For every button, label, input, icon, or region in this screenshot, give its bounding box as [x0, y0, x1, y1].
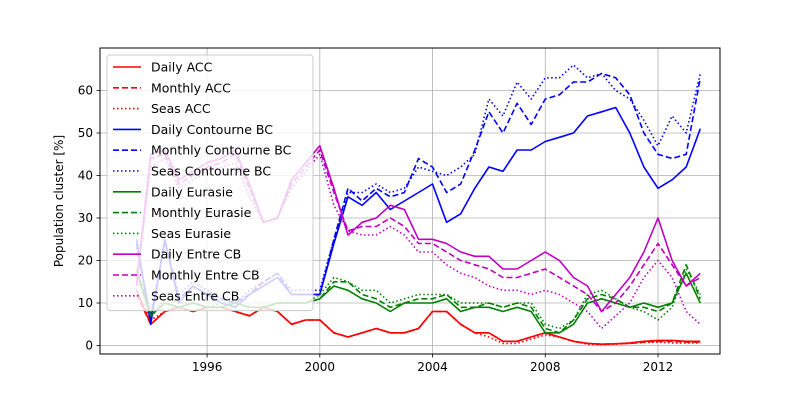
x-tick-label: 1996	[192, 360, 223, 374]
legend-entry: Monthly Eurasie	[151, 205, 252, 220]
legend-entry: Seas ACC	[151, 101, 211, 116]
y-tick-label: 40	[78, 169, 93, 183]
legend-entry: Seas Eurasie	[151, 226, 231, 241]
y-tick-label: 0	[85, 339, 93, 353]
legend-entry: Monthly Contourne BC	[151, 143, 292, 158]
x-tick-label: 2012	[643, 360, 674, 374]
plot-area: 1996 2000 2004 2008 2012 0 10 20 30 40 50 60 Popul…	[52, 47, 721, 374]
legend-entry: Monthly Entre CB	[151, 268, 260, 283]
legend-entry: Monthly ACC	[151, 80, 231, 95]
y-tick-label: 50	[78, 126, 93, 140]
legend-entry: Seas Contourne BC	[151, 164, 271, 179]
series-line-seas-contourne-bc	[135, 64, 702, 317]
x-tick-label: 2004	[417, 360, 448, 374]
y-tick-label: 10	[78, 296, 93, 310]
legend-entry: Daily Entre CB	[151, 247, 241, 262]
x-tick-label: 2008	[530, 360, 561, 374]
y-tick-label: 60	[78, 84, 93, 98]
x-tick-label: 2000	[305, 360, 336, 374]
y-tick-label: 30	[78, 211, 93, 225]
legend-frame	[106, 54, 314, 312]
y-axis: 0 10 20 30 40 50 60	[78, 84, 100, 353]
plot-frame	[99, 47, 721, 355]
legend-entry: Seas Entre CB	[151, 288, 239, 303]
x-axis: 1996 2000 2004 2008 2012	[192, 354, 673, 374]
legend-entry: Daily Eurasie	[151, 184, 233, 199]
legend-entry: Daily ACC	[151, 60, 213, 75]
y-axis-label: Population cluster [%]	[52, 135, 66, 267]
y-tick-label: 20	[78, 254, 93, 268]
legend: Daily ACC Monthly ACC Seas ACC Daily Contou…	[106, 54, 314, 312]
legend-entry: Daily Contourne BC	[151, 122, 273, 137]
